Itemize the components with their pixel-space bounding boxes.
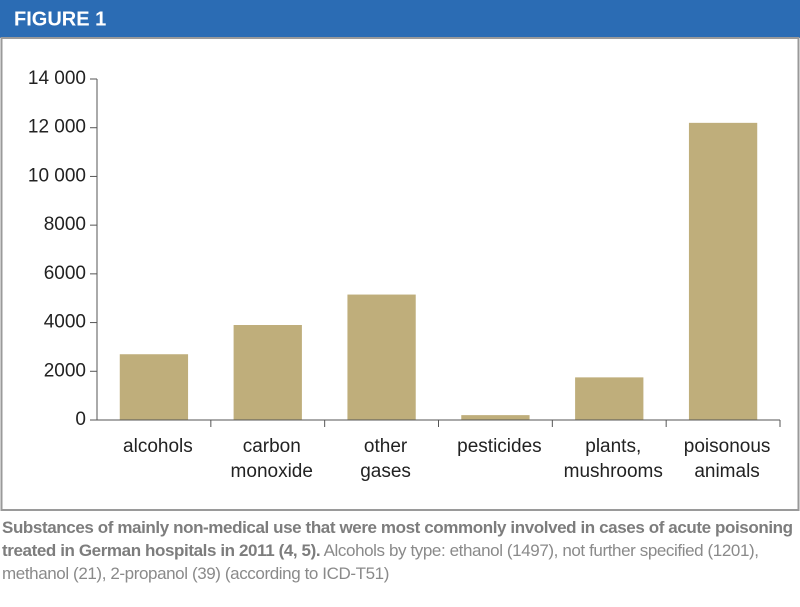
y-tick-label: 14 000 <box>28 68 86 89</box>
chart: FIGURE 1 0 2000 4000 6000 8000 10 000 12 000 14… <box>0 0 800 511</box>
x-tick-label: other <box>364 436 408 457</box>
bar <box>575 377 644 420</box>
x-tick-label: carbon <box>243 436 301 457</box>
chart-frame <box>0 37 800 511</box>
y-tick-label: 12 000 <box>28 117 86 138</box>
bar <box>233 325 302 420</box>
x-tick-label: gases <box>360 461 411 482</box>
x-tick-label: poisonous <box>684 436 771 457</box>
bar <box>461 415 530 420</box>
y-tick-label: 0 <box>75 409 86 430</box>
y-tick-label: 8000 <box>44 214 86 235</box>
x-tick-label: monoxide <box>231 461 313 482</box>
x-tick-label: plants, <box>585 436 641 457</box>
header-bar <box>0 0 800 38</box>
y-tick-label: 4000 <box>44 312 86 333</box>
y-tick-label: 6000 <box>44 263 86 284</box>
y-tick-label: 10 000 <box>28 165 86 186</box>
caption: Substances of mainly non-medical use tha… <box>2 516 798 585</box>
figure-label: FIGURE 1 <box>14 8 106 30</box>
x-tick-label: mushrooms <box>564 461 663 482</box>
x-tick-label: pesticides <box>457 436 542 457</box>
bar <box>688 122 758 420</box>
x-tick-label: alcohols <box>123 436 193 457</box>
caption-bold: Substances of mainly non-medical use tha… <box>2 518 793 560</box>
y-tick-label: 2000 <box>44 360 86 381</box>
x-tick-label: animals <box>694 461 759 482</box>
bar <box>119 354 189 420</box>
bar <box>347 294 416 420</box>
caption-text: Alcohols by type: ethanol (1497), not fu… <box>2 541 759 583</box>
